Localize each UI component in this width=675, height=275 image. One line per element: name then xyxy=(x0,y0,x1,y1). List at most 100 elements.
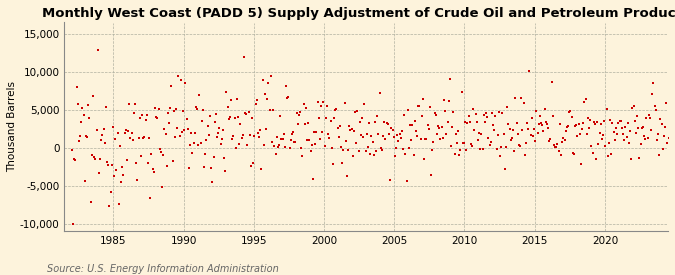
Point xyxy=(621,135,632,139)
Point xyxy=(383,132,394,136)
Point xyxy=(374,91,385,95)
Point xyxy=(406,138,416,142)
Point xyxy=(601,106,612,111)
Point xyxy=(185,143,196,147)
Point xyxy=(240,111,250,115)
Point xyxy=(545,137,556,141)
Point xyxy=(286,132,297,136)
Point xyxy=(238,133,248,137)
Point xyxy=(456,90,467,95)
Point xyxy=(76,120,86,124)
Point xyxy=(234,141,244,146)
Point xyxy=(300,122,310,127)
Point xyxy=(148,170,159,174)
Point xyxy=(373,132,384,136)
Point xyxy=(269,144,279,148)
Point xyxy=(120,128,131,133)
Point xyxy=(618,132,628,136)
Point xyxy=(565,109,576,113)
Point xyxy=(669,123,675,128)
Point xyxy=(654,153,665,158)
Point xyxy=(168,109,179,114)
Point xyxy=(448,110,459,115)
Point xyxy=(614,119,625,123)
Point xyxy=(564,109,574,114)
Point xyxy=(294,113,304,117)
Point xyxy=(546,80,557,85)
Point xyxy=(389,154,400,158)
Point xyxy=(464,120,475,124)
Point xyxy=(370,120,381,124)
Point xyxy=(659,125,670,129)
Point xyxy=(485,140,496,144)
Point xyxy=(254,135,265,139)
Point xyxy=(268,108,279,112)
Point xyxy=(576,127,587,131)
Point xyxy=(578,120,589,125)
Point xyxy=(214,125,225,130)
Point xyxy=(522,120,533,125)
Point xyxy=(115,144,126,149)
Point xyxy=(132,178,143,182)
Point xyxy=(549,145,560,150)
Point xyxy=(498,131,509,136)
Point xyxy=(265,108,275,112)
Point xyxy=(377,147,387,152)
Point xyxy=(481,110,491,115)
Point xyxy=(630,131,641,135)
Point xyxy=(364,120,375,125)
Point xyxy=(152,116,163,120)
Point xyxy=(474,130,485,135)
Point xyxy=(647,92,657,96)
Point xyxy=(386,126,397,130)
Point xyxy=(362,145,373,149)
Point xyxy=(163,121,174,125)
Point xyxy=(200,152,211,156)
Point xyxy=(233,115,244,120)
Point xyxy=(436,125,447,129)
Y-axis label: Thousand Barrels: Thousand Barrels xyxy=(7,81,17,172)
Point xyxy=(606,151,617,156)
Point xyxy=(315,137,325,141)
Point xyxy=(219,155,230,160)
Point xyxy=(628,104,639,108)
Point xyxy=(119,131,130,135)
Point xyxy=(134,116,145,120)
Point xyxy=(524,69,535,73)
Point xyxy=(401,179,412,183)
Point xyxy=(83,103,94,107)
Point xyxy=(592,120,603,124)
Point xyxy=(97,133,108,138)
Point xyxy=(559,138,570,142)
Point xyxy=(91,128,102,132)
Point xyxy=(523,127,534,131)
Point xyxy=(539,107,550,111)
Point xyxy=(313,100,323,104)
Point xyxy=(418,157,429,161)
Point xyxy=(399,112,410,117)
Point xyxy=(260,92,271,97)
Point xyxy=(102,160,113,164)
Point xyxy=(402,108,413,112)
Point xyxy=(571,123,582,127)
Point xyxy=(554,149,564,153)
Point xyxy=(130,102,140,106)
Point xyxy=(469,128,480,133)
Point xyxy=(92,48,103,53)
Point xyxy=(124,102,135,106)
Point xyxy=(536,120,547,125)
Point xyxy=(547,114,558,118)
Point xyxy=(330,108,341,112)
Point xyxy=(530,139,541,144)
Point xyxy=(487,111,497,115)
Point xyxy=(453,128,464,133)
Point xyxy=(639,134,649,139)
Point xyxy=(589,119,599,124)
Point xyxy=(212,134,223,139)
Point xyxy=(267,140,277,144)
Point xyxy=(88,94,99,98)
Point xyxy=(356,116,367,120)
Point xyxy=(223,117,234,121)
Point xyxy=(255,128,266,132)
Point xyxy=(493,133,504,138)
